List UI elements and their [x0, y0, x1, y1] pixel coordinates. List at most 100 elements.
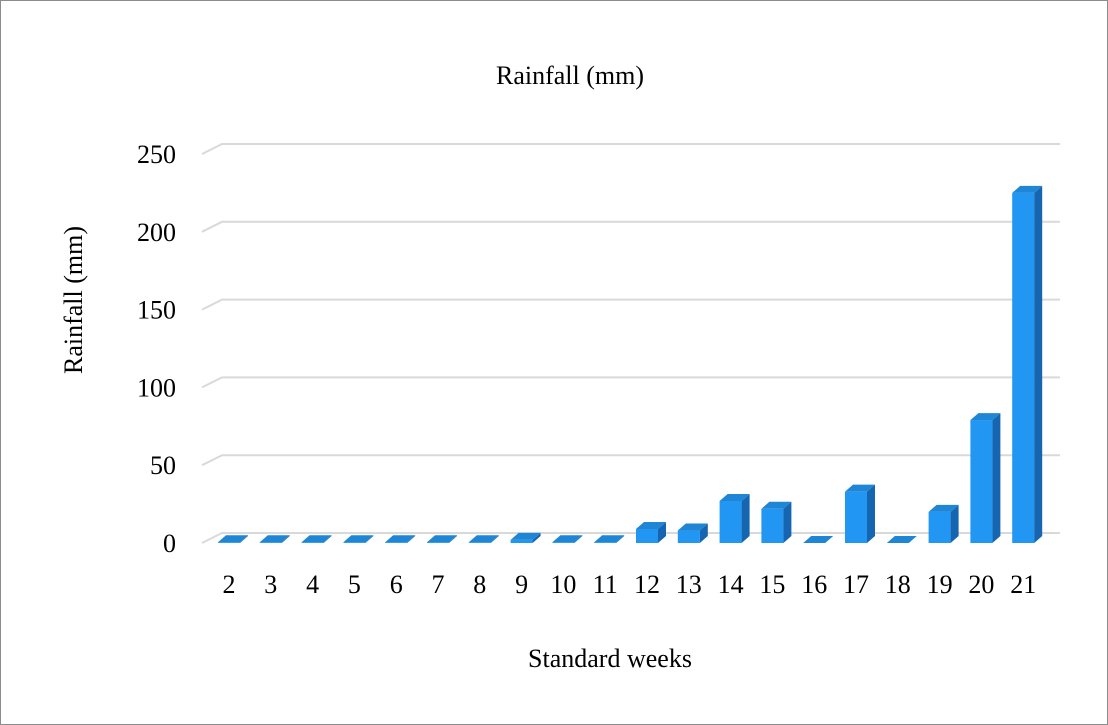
gridline [201, 298, 1060, 311]
bar [928, 504, 959, 543]
gridline [201, 220, 1060, 233]
x-tick-label: 16 [801, 570, 827, 599]
x-tick-label: 15 [759, 570, 785, 599]
y-tick-labels: 0 50 100 150 200 250 [137, 140, 176, 558]
x-tick-label: 10 [550, 570, 576, 599]
bar-top [886, 536, 917, 543]
y-axis-label: Rainfall (mm) [59, 226, 88, 374]
bar-side [992, 413, 1001, 543]
bar-front [677, 530, 700, 543]
bar-side [574, 535, 583, 543]
bar-top [259, 535, 290, 543]
bar-top [427, 535, 457, 543]
x-tick-label: 12 [634, 570, 660, 599]
bar [886, 536, 917, 543]
y-tick-label: 0 [163, 529, 176, 558]
bar-front [510, 539, 533, 543]
bar-front [218, 542, 240, 543]
bar-front [594, 542, 617, 543]
x-tick-label: 3 [264, 570, 277, 599]
bar-front [468, 542, 491, 543]
bar-side [867, 484, 875, 543]
bar-front [1012, 192, 1035, 543]
bar-top [218, 535, 248, 543]
bar [259, 535, 290, 543]
bar-front [636, 528, 658, 543]
bar-front [761, 508, 784, 543]
bar-front [928, 511, 951, 543]
bar [803, 536, 834, 543]
bar-top [343, 535, 374, 543]
bar-side [323, 535, 332, 543]
bar [218, 535, 248, 543]
bar-front [845, 491, 867, 543]
bar [1012, 185, 1043, 543]
bar-top [385, 535, 416, 543]
bar-front [719, 500, 742, 543]
bar-side [950, 504, 959, 543]
bar [552, 535, 583, 543]
bar-top [594, 535, 625, 543]
bar-front [301, 542, 324, 543]
x-axis-label: Standard weeks [528, 644, 692, 673]
gridline [201, 143, 1060, 155]
x-tick-label: 5 [348, 570, 361, 599]
bar-side [783, 501, 792, 543]
bar [510, 532, 541, 543]
bar-front [552, 542, 575, 543]
bar-front [385, 542, 408, 543]
bar-side [449, 535, 457, 543]
x-tick-label: 11 [593, 570, 618, 599]
bar [970, 413, 1001, 543]
bar-front [259, 542, 282, 543]
x-tick-label: 21 [1010, 570, 1036, 599]
bar [343, 535, 374, 543]
bar-side [699, 523, 708, 543]
bar-top [677, 523, 708, 531]
bar [594, 535, 625, 543]
x-tick-label: 8 [473, 570, 486, 599]
x-tick-label: 17 [843, 570, 869, 599]
x-tick-label: 14 [718, 570, 744, 599]
bar-side [741, 493, 750, 543]
bar [301, 535, 332, 543]
gridlines [201, 143, 1060, 544]
bar-side [532, 532, 541, 543]
bar-side [490, 535, 499, 543]
bar-top [510, 532, 541, 540]
bar-top [468, 535, 499, 543]
bar [468, 535, 499, 543]
y-tick-label: 250 [137, 140, 176, 169]
bar-side [658, 521, 666, 543]
y-tick-label: 200 [137, 218, 176, 247]
y-tick-label: 100 [137, 373, 176, 402]
bar-top [552, 535, 583, 543]
bar-top [970, 413, 1001, 421]
x-tick-label: 6 [390, 570, 403, 599]
y-tick-label: 150 [137, 296, 176, 325]
bar-top [845, 484, 875, 492]
gridline [201, 454, 1060, 467]
bar-front [427, 542, 449, 543]
bar-top [761, 501, 792, 509]
bar [761, 501, 792, 543]
bar [385, 535, 416, 543]
bar-top [636, 521, 666, 529]
bar-side [365, 535, 374, 543]
bar-side [281, 535, 290, 543]
gridline [201, 376, 1060, 389]
bar-side [240, 535, 248, 543]
bar-front [343, 542, 366, 543]
x-tick-labels: 2 3 4 5 6 7 8 9 10 11 12 13 14 15 16 17 18 19 20 21 [223, 570, 1037, 599]
bar-top [928, 504, 959, 512]
bar-front [970, 420, 993, 543]
chart-title: Rainfall (mm) [496, 61, 644, 90]
bar [677, 523, 708, 543]
x-tick-label: 9 [515, 570, 528, 599]
x-tick-label: 7 [432, 570, 445, 599]
x-tick-label: 20 [968, 570, 994, 599]
x-tick-label: 18 [885, 570, 911, 599]
bar [427, 535, 457, 543]
